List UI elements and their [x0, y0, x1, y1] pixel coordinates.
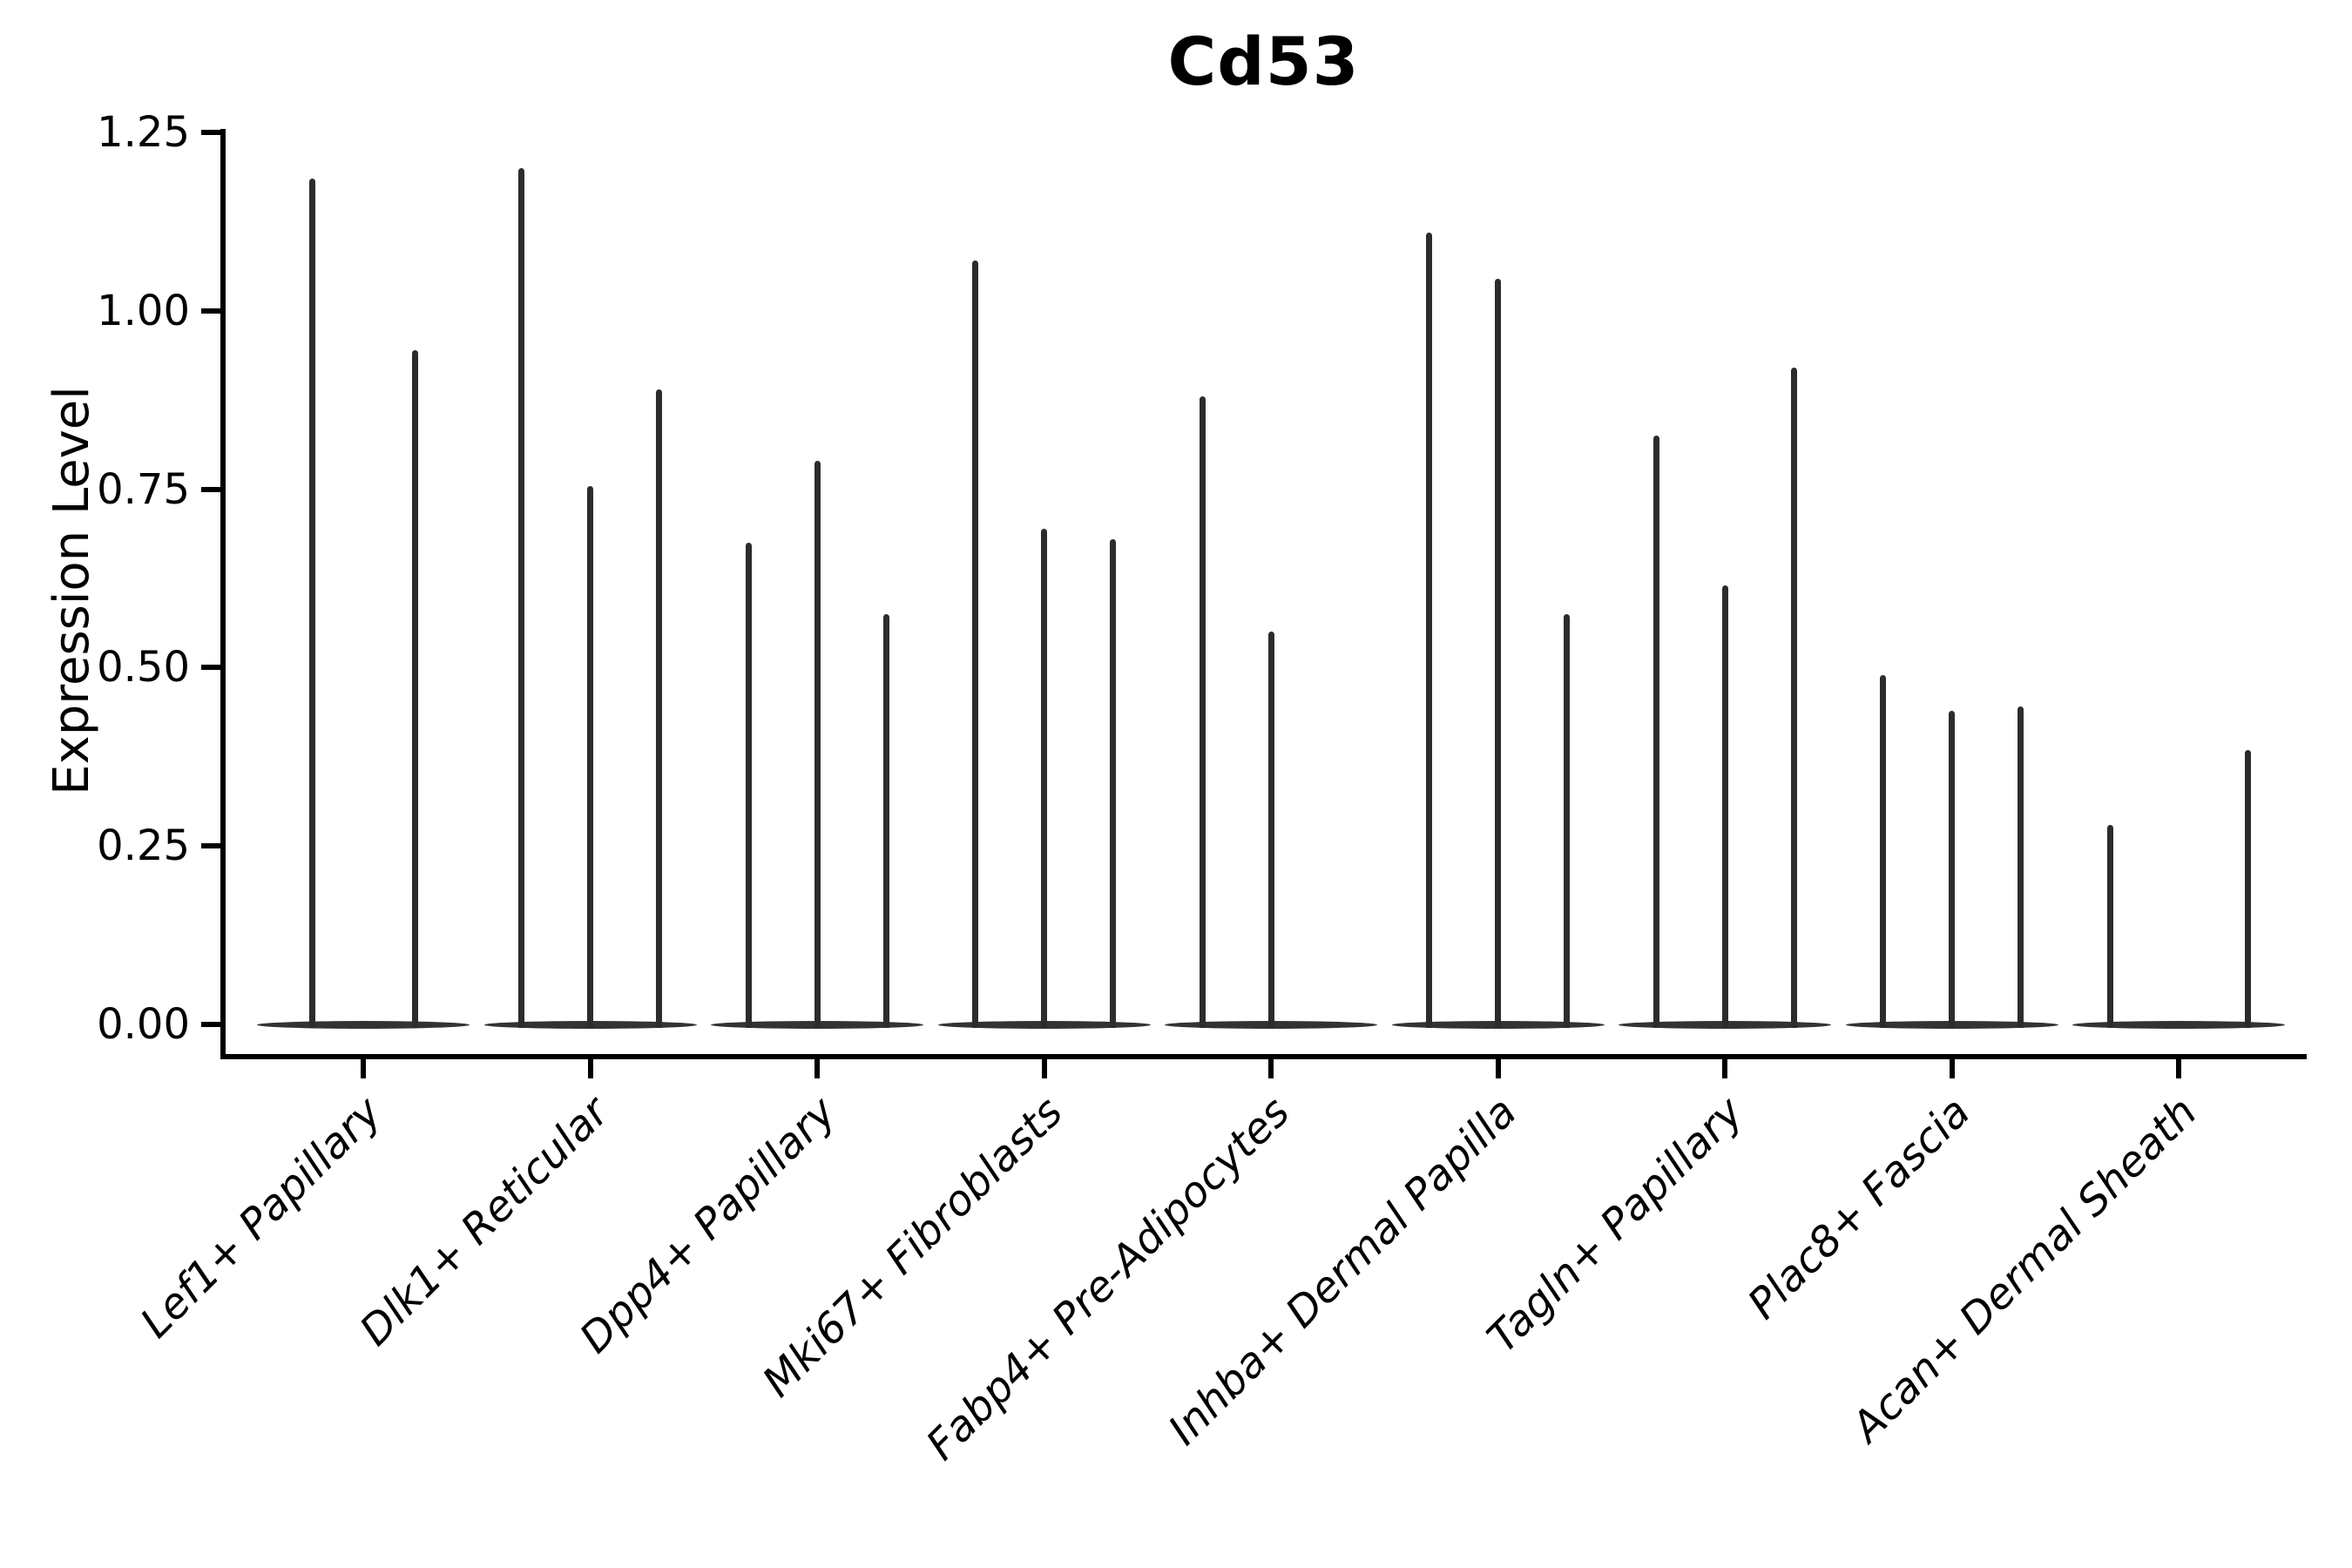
y-tick-mark [201, 665, 220, 671]
x-tick-mark [1268, 1059, 1274, 1078]
x-tick-mark [1722, 1059, 1727, 1078]
violin-spike [1949, 710, 1955, 1028]
violin-spike [745, 543, 752, 1028]
violin-spike [2106, 824, 2113, 1028]
x-tick-label category-label: Plac8+ Fascia [1739, 1087, 1980, 1329]
violin-spike [882, 613, 889, 1028]
violin-spike [411, 349, 418, 1028]
violin-spike [1495, 278, 1501, 1028]
x-tick-mark [1041, 1059, 1047, 1078]
violin-spike [1790, 368, 1797, 1028]
x-tick-mark [361, 1059, 366, 1078]
violin-spike [1041, 528, 1047, 1028]
violin-spike [308, 179, 315, 1028]
y-tick-mark [201, 308, 220, 314]
x-tick-mark [587, 1059, 593, 1078]
x-tick-label category-label: Dpp4+ Papillary [570, 1087, 846, 1363]
y-axis-spine [220, 129, 226, 1059]
x-tick-mark [1495, 1059, 1501, 1078]
violin-spike [1199, 396, 1206, 1028]
y-tick-label: 1.00 [97, 286, 190, 335]
violin-spike [1721, 585, 1728, 1028]
violin-spike [1426, 232, 1432, 1028]
x-tick-label category-label: Tagln+ Papillary [1477, 1087, 1754, 1362]
x-tick-mark [814, 1059, 820, 1078]
y-tick-label: 0.50 [97, 643, 190, 693]
violin-spike [656, 389, 662, 1028]
y-tick-mark [201, 486, 220, 492]
x-tick-mark [1949, 1059, 1955, 1078]
x-tick-label category-label: Fabp4+ Pre-Adipocytes [916, 1087, 1300, 1470]
x-tick-label category-label: Dlk1+ Reticular [350, 1087, 618, 1355]
violin-baseline [257, 1020, 470, 1029]
chart-title: Cd53 [1167, 23, 1360, 100]
violin-spike [1110, 538, 1116, 1028]
violin-spike [972, 260, 978, 1028]
violin-spike [1564, 613, 1570, 1028]
x-tick-label category-label: Lef1+ Papillary [132, 1087, 392, 1348]
violin-spike [2244, 749, 2251, 1028]
y-tick-label: 0.75 [97, 464, 190, 514]
y-axis-label: Expression Level [44, 386, 100, 795]
y-tick-label: 1.25 [97, 108, 190, 157]
violin-spike [1652, 436, 1659, 1028]
violin-spike [1880, 674, 1886, 1028]
x-tick-mark [2176, 1059, 2181, 1078]
y-tick-label: 0.00 [97, 1000, 190, 1049]
x-axis-spine [220, 1054, 2307, 1059]
y-tick-mark [201, 843, 220, 849]
violin-spike [2017, 706, 2024, 1028]
y-tick-mark [201, 130, 220, 135]
violin-spike [1267, 632, 1274, 1028]
violin-spike [587, 485, 593, 1028]
y-tick-mark [201, 1022, 220, 1027]
violin-spike [814, 460, 821, 1028]
violin-baseline [2072, 1020, 2285, 1029]
violin-spike [518, 167, 524, 1028]
y-tick-label: 0.25 [97, 821, 190, 871]
